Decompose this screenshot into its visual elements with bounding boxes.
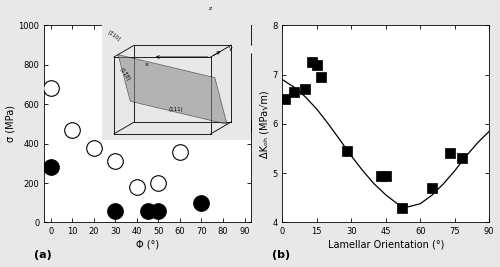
Point	[154, 209, 162, 213]
Point	[290, 90, 298, 94]
Point	[46, 86, 54, 91]
Point	[112, 159, 120, 163]
Point	[458, 156, 466, 160]
Point	[198, 201, 205, 205]
Point	[428, 186, 436, 190]
Point	[68, 128, 76, 132]
Y-axis label: ΔKₒₕ (MPa√m): ΔKₒₕ (MPa√m)	[260, 90, 270, 158]
Point	[377, 174, 385, 178]
Point	[280, 97, 288, 101]
Point	[342, 149, 350, 153]
Point	[176, 150, 184, 154]
X-axis label: Lamellar Orientation (°): Lamellar Orientation (°)	[328, 239, 444, 249]
Point	[90, 146, 98, 150]
Point	[198, 124, 205, 128]
Point	[313, 63, 321, 67]
Point	[240, 124, 248, 128]
Point	[446, 151, 454, 156]
Point	[318, 75, 326, 79]
X-axis label: Φ (°): Φ (°)	[136, 239, 159, 249]
Point	[398, 206, 406, 210]
Text: (b): (b)	[272, 250, 290, 260]
Point	[219, 59, 227, 63]
Point	[144, 209, 152, 213]
Point	[240, 47, 248, 51]
Point	[112, 209, 120, 213]
Y-axis label: σ (MPa): σ (MPa)	[6, 105, 16, 143]
Point	[302, 87, 310, 92]
Point	[308, 60, 316, 65]
Point	[154, 181, 162, 185]
Point	[133, 185, 141, 189]
Text: (a): (a)	[34, 250, 52, 260]
Point	[382, 174, 390, 178]
Point	[46, 165, 54, 170]
